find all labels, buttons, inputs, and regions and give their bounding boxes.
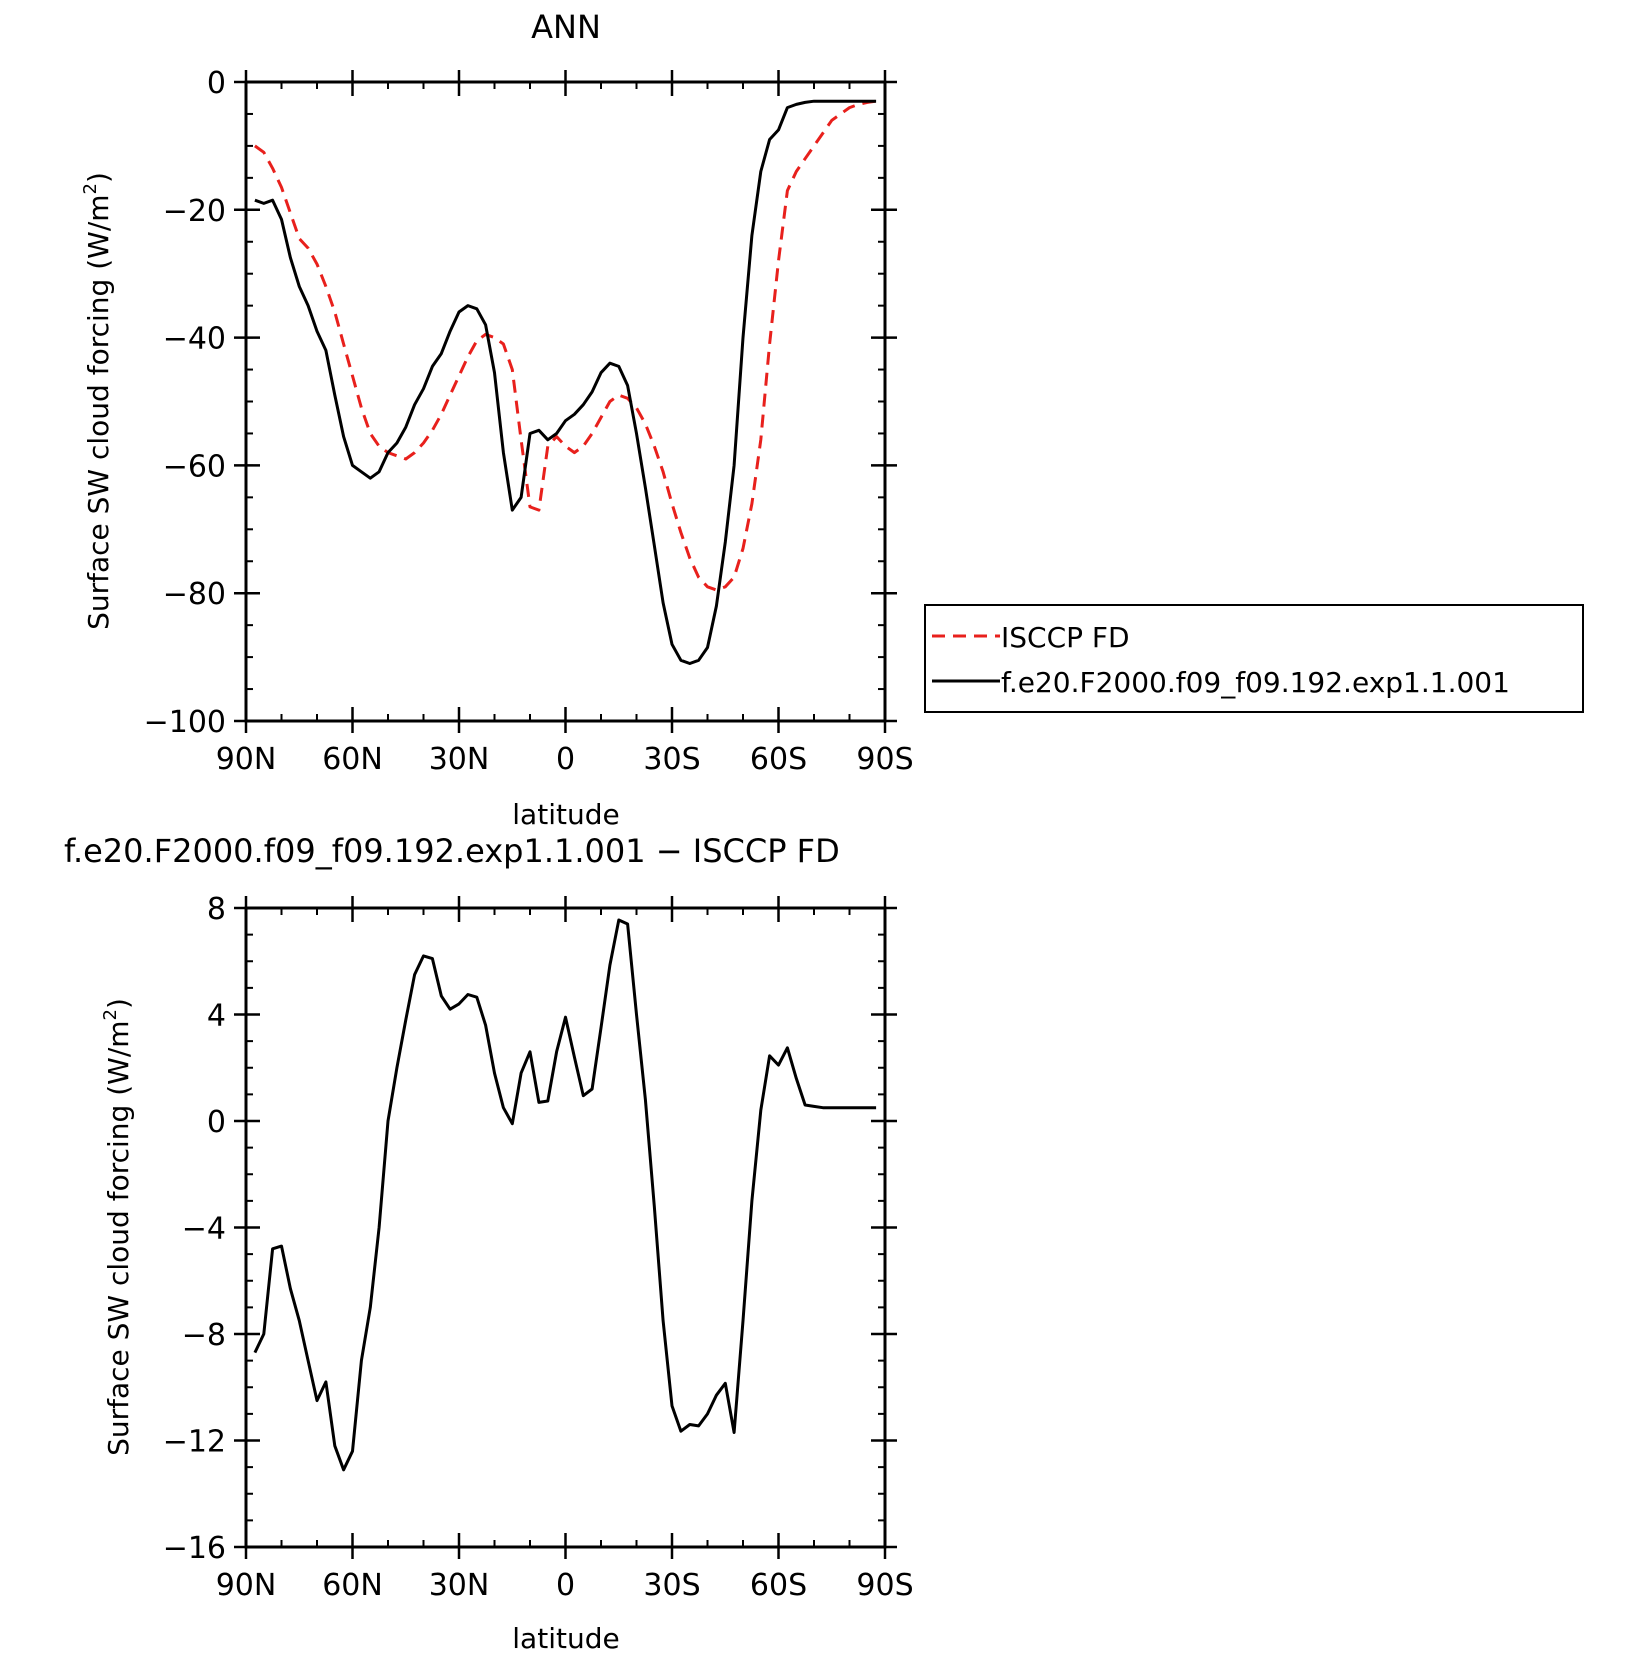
y-tick-label: −20 [163,194,226,229]
x-tick-label: 60S [750,1568,807,1603]
panel2-y-tick-labels: 8 4 0 −4 −8 −12 −16 [163,892,226,1566]
panel2-ticks [234,896,897,1559]
y-tick-label: −60 [163,449,226,484]
legend-label-isccp: ISCCP FD [1001,621,1130,654]
panel1-y-axis-label-end: ) [82,172,115,183]
y-tick-label: −8 [182,1318,226,1353]
x-tick-label: 90N [216,1568,277,1603]
panel2-frame [244,906,887,1549]
series-line-model [253,918,877,1472]
x-tick-label: 60N [322,742,383,777]
panel-difference: f.e20.F2000.f09_f09.192.exp1.1.001 − ISC… [64,832,914,1655]
x-tick-label: 90N [216,742,277,777]
panel1-frame [244,80,887,723]
panel1-title: ANN [531,8,601,46]
x-tick-label: 30S [643,742,700,777]
x-tick-label: 30N [429,742,490,777]
legend: ISCCP FD f.e20.F2000.f09_f09.192.exp1.1.… [924,604,1584,713]
x-tick-label: 30S [643,1568,700,1603]
panel2-x-axis-label: latitude [512,1622,619,1652]
legend-label-model: f.e20.F2000.f09_f09.192.exp1.1.001 [1001,666,1510,699]
y-tick-label: 0 [207,66,226,101]
x-tick-label: 90S [856,1568,913,1603]
panel2-title: f.e20.F2000.f09_f09.192.exp1.1.001 − ISC… [64,832,840,870]
panel1-y-axis-label-main: Surface SW cloud forcing (W/m [82,194,115,629]
y-tick-label: −100 [144,705,226,740]
y-tick-label: −80 [163,577,226,612]
panel1-y-axis-label-superscript: 2 [80,183,101,194]
y-tick-label: 8 [207,892,226,927]
panel1-x-tick-labels: 90N 60N 30N 0 30S 60S 90S [216,742,914,777]
panel2-y-axis-label-end: ) [102,998,135,1009]
y-tick-label: −4 [182,1212,226,1247]
panel2-y-axis-label: Surface SW cloud forcing (W/m2) [100,998,135,1456]
legend-box [924,604,1584,713]
y-tick-label: −40 [163,322,226,357]
panel1-series [254,99,877,665]
series-line-isccp-fd [254,99,877,592]
panel2-series [253,918,877,1472]
panel1-x-axis-label: latitude [512,798,619,831]
y-tick-label: −12 [163,1425,226,1460]
y-tick-label: 0 [207,1105,226,1140]
panel2-x-tick-labels: 90N 60N 30N 0 30S 60S 90S [216,1568,914,1603]
panel1-y-tick-labels: 0 −20 −40 −60 −80 −100 [144,66,226,740]
x-tick-label: 60N [322,1568,383,1603]
x-tick-label: 0 [556,1568,575,1603]
x-tick-label: 60S [750,742,807,777]
panel2-y-axis-label-superscript: 2 [100,1009,121,1020]
panel1-y-axis-label: Surface SW cloud forcing (W/m2) [80,172,115,630]
series-line-model [254,99,877,665]
y-tick-label: 4 [207,999,226,1034]
x-tick-label: 0 [556,742,575,777]
panel2-y-axis-label-main: Surface SW cloud forcing (W/m [102,1020,135,1455]
x-tick-label: 30N [429,1568,490,1603]
y-tick-label: −16 [163,1531,226,1566]
panel-annual-mean: ANN 90N 60N 30N 0 30S 60S 90S 0 −20 −40 −60 −80 −10… [80,8,1584,831]
x-tick-label: 90S [856,742,913,777]
